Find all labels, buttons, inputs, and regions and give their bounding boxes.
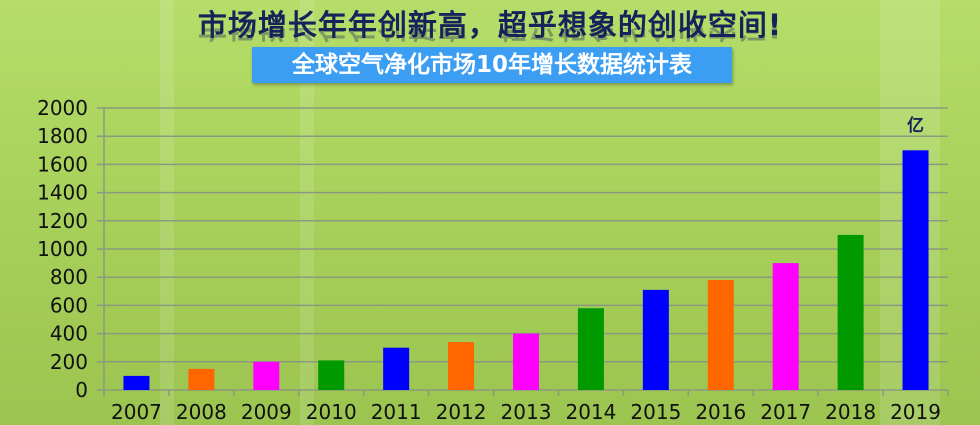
x-tick-label: 2007 — [111, 400, 162, 424]
bar-2013 — [513, 333, 539, 390]
y-tick-label: 800 — [50, 265, 88, 289]
bar-2018 — [837, 234, 864, 390]
x-tick-label: 2013 — [501, 400, 552, 424]
decor-stripe — [160, 0, 174, 425]
bar-2019 — [902, 150, 929, 390]
y-tick-label: 1600 — [37, 152, 88, 176]
y-tick-label: 1400 — [37, 181, 88, 205]
x-tick-label: 2010 — [306, 400, 357, 424]
decor-stripe — [300, 0, 314, 425]
y-tick-label: 1800 — [37, 124, 88, 148]
bar-2007 — [123, 375, 150, 390]
x-tick-label: 2014 — [565, 400, 616, 424]
y-tick-label: 200 — [50, 350, 88, 374]
bar-2010 — [318, 360, 345, 390]
x-tick-label: 2012 — [436, 400, 487, 424]
bar-2008 — [188, 368, 215, 390]
bar-2012 — [448, 342, 475, 390]
bar-2009 — [253, 361, 280, 390]
bar-2015 — [642, 289, 669, 390]
bar-2014 — [577, 308, 604, 390]
y-tick-label: 2000 — [37, 96, 88, 120]
chart-title-banner: 全球空气净化市场10年增长数据统计表 — [252, 47, 732, 83]
bar-2011 — [383, 347, 410, 390]
x-tick-label: 2015 — [630, 400, 681, 424]
x-tick-label: 2018 — [825, 400, 876, 424]
y-tick-label: 1200 — [37, 209, 88, 233]
y-tick-label: 0 — [75, 378, 88, 402]
y-tick-label: 400 — [50, 322, 88, 346]
x-tick-label: 2017 — [760, 400, 811, 424]
x-tick-label: 2011 — [371, 400, 422, 424]
x-tick-label: 2019 — [890, 400, 941, 424]
x-tick-label: 2008 — [176, 400, 227, 424]
x-tick-label: 2016 — [695, 400, 746, 424]
x-tick-label: 2009 — [241, 400, 292, 424]
unit-label: 亿 — [907, 115, 924, 136]
bar-2017 — [772, 263, 799, 390]
bar-2016 — [707, 280, 734, 390]
headline: 市场增长年年创新高，超乎想象的创收空间! — [197, 8, 783, 42]
y-tick-label: 1000 — [37, 237, 88, 261]
y-tick-label: 600 — [50, 293, 88, 317]
